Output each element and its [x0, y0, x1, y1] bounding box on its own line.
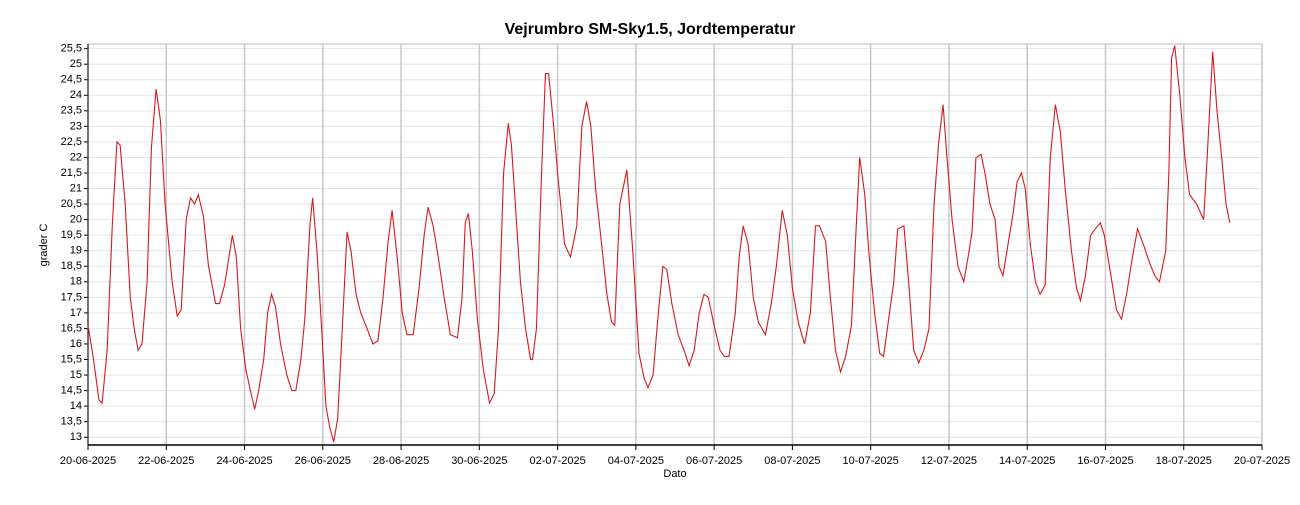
y-tick-label: 19 [70, 245, 82, 257]
y-tick-label: 19,5 [61, 229, 82, 241]
x-tick-label: 20-07-2025 [1234, 455, 1290, 467]
y-tick-label: 20 [70, 214, 82, 226]
y-tick-label: 25 [70, 58, 82, 70]
y-tick-label: 20,5 [61, 198, 82, 210]
x-tick-label: 30-06-2025 [451, 455, 507, 467]
y-tick-label: 21 [70, 182, 82, 194]
y-tick-label: 22,5 [61, 136, 82, 148]
y-tick-label: 18 [70, 276, 82, 288]
x-tick-label: 26-06-2025 [295, 455, 351, 467]
y-tick-label: 23 [70, 120, 82, 132]
x-tick-label: 14-07-2025 [999, 455, 1055, 467]
chart-title: Vejrumbro SM-Sky1.5, Jordtemperatur [505, 21, 796, 38]
y-tick-label: 24 [70, 89, 82, 101]
y-tick-label: 22 [70, 151, 82, 163]
y-tick-label: 23,5 [61, 105, 82, 117]
x-tick-label: 16-07-2025 [1077, 455, 1133, 467]
x-tick-label: 28-06-2025 [373, 455, 429, 467]
y-tick-label: 14 [70, 400, 82, 412]
y-tick-label: 21,5 [61, 167, 82, 179]
x-tick-label: 10-07-2025 [843, 455, 899, 467]
x-tick-label: 12-07-2025 [921, 455, 977, 467]
x-tick-label: 18-07-2025 [1156, 455, 1212, 467]
y-tick-label: 25,5 [61, 43, 82, 55]
x-tick-label: 08-07-2025 [764, 455, 820, 467]
y-axis-label: grader C [38, 224, 50, 267]
y-tick-label: 14,5 [61, 385, 82, 397]
y-tick-label: 17,5 [61, 291, 82, 303]
x-tick-label: 04-07-2025 [608, 455, 664, 467]
y-tick-label: 17 [70, 307, 82, 319]
y-tick-label: 16 [70, 338, 82, 350]
x-tick-label: 22-06-2025 [138, 455, 194, 467]
y-tick-label: 18,5 [61, 260, 82, 272]
y-tick-label: 13,5 [61, 416, 82, 428]
x-tick-label: 06-07-2025 [686, 455, 742, 467]
y-tick-label: 15,5 [61, 353, 82, 365]
y-tick-label: 16,5 [61, 322, 82, 334]
y-tick-label: 13 [70, 431, 82, 443]
temperature-line [87, 45, 1231, 443]
y-tick-label: 15 [70, 369, 82, 381]
x-tick-label: 20-06-2025 [60, 455, 116, 467]
x-axis-label: Dato [663, 468, 686, 480]
x-tick-label: 24-06-2025 [216, 455, 272, 467]
y-tick-label: 24,5 [61, 74, 82, 86]
x-tick-label: 02-07-2025 [529, 455, 585, 467]
